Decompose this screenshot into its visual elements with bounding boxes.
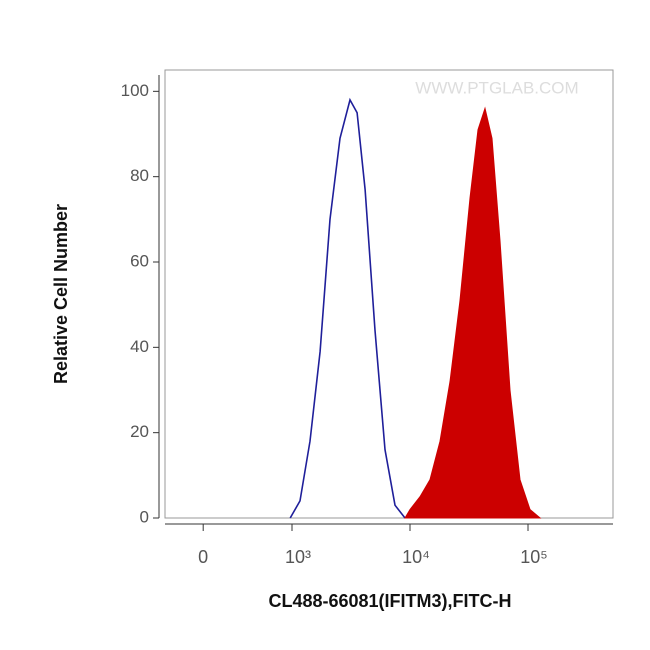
x-axis-label: CL488-66081(IFITM3),FITC-H [268,591,511,611]
histogram-area [404,106,542,519]
y-tick-label: 80 [130,166,149,185]
y-tick-label: 40 [130,337,149,356]
x-tick-label: 0 [198,547,208,567]
y-tick-label: 100 [121,81,149,100]
watermark: WWW.PTGLAB.COM [415,78,578,97]
x-tick-label: 10⁵ [520,547,547,567]
x-tick-label: 10⁴ [402,547,430,567]
histogram-line [289,97,406,519]
y-axis-label: Relative Cell Number [51,204,71,384]
y-tick-label: 60 [130,251,149,270]
plot-frame [164,69,614,519]
y-tick-label: 0 [140,507,149,526]
y-tick-label: 20 [130,422,149,441]
x-tick-label: 10³ [285,547,311,567]
